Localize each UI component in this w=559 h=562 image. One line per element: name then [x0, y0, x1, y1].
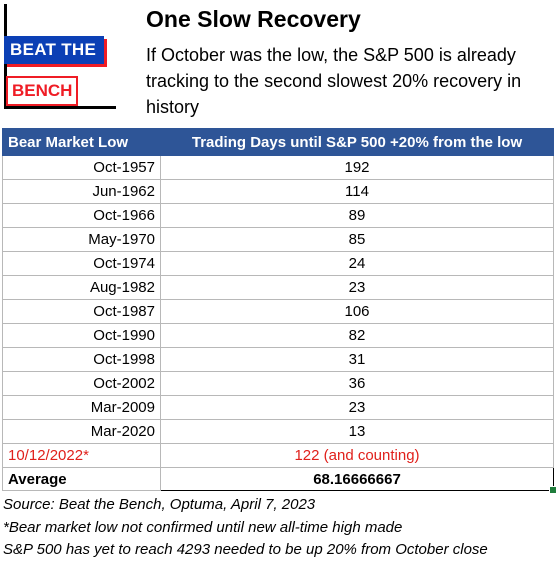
page-title: One Slow Recovery: [146, 6, 361, 32]
cell-low: Oct-2002: [2, 371, 161, 396]
footnote-target-level: S&P 500 has yet to reach 4293 needed to …: [3, 541, 488, 558]
column-header-trading-days: Trading Days until S&P 500 +20% from the…: [160, 128, 554, 156]
table-row: Oct-1987 106: [2, 299, 554, 324]
cell-days: 23: [160, 395, 554, 420]
cell-days: 31: [160, 347, 554, 372]
table-header-row: Bear Market Low Trading Days until S&P 5…: [2, 128, 554, 156]
source-note: Source: Beat the Bench, Optuma, April 7,…: [3, 496, 316, 513]
average-label: Average: [2, 467, 161, 491]
table-row: Mar-2020 13: [2, 419, 554, 444]
table-row: Jun-1962 114: [2, 179, 554, 204]
logo-bottom-text: BENCH: [6, 76, 79, 106]
cell-days: 114: [160, 179, 554, 204]
cell-days: 13: [160, 419, 554, 444]
cell-low: Oct-1998: [2, 347, 161, 372]
table-row: Oct-1990 82: [2, 323, 554, 348]
table-row: Aug-1982 23: [2, 275, 554, 300]
fill-handle[interactable]: [549, 486, 557, 494]
cell-days: 85: [160, 227, 554, 252]
cell-low: Mar-2009: [2, 395, 161, 420]
footnote-bear-market-low: *Bear market low not confirmed until new…: [3, 518, 403, 536]
cell-low: Aug-1982: [2, 275, 161, 300]
cell-low: May-1970: [2, 227, 161, 252]
cell-low: Jun-1962: [2, 179, 161, 204]
cell-low: Oct-1957: [2, 155, 161, 180]
table-row: May-1970 85: [2, 227, 554, 252]
cell-days: 89: [160, 203, 554, 228]
cell-days: 36: [160, 371, 554, 396]
table-row: Mar-2009 23: [2, 395, 554, 420]
cell-days: 23: [160, 275, 554, 300]
average-value: 68.16666667: [313, 470, 401, 488]
table-row: Oct-1957 192: [2, 155, 554, 180]
cell-days: 82: [160, 323, 554, 348]
beat-the-bench-logo: BEAT THE BENCH: [0, 0, 116, 120]
cell-days: 106: [160, 299, 554, 324]
cell-current-low: 10/12/2022*: [2, 443, 161, 468]
cell-low: Oct-1987: [2, 299, 161, 324]
page-subtitle: If October was the low, the S&P 500 is a…: [146, 45, 522, 117]
footnotes: Source: Beat the Bench, Optuma, April 7,…: [3, 494, 488, 562]
cell-days: 24: [160, 251, 554, 276]
cell-low: Oct-1966: [2, 203, 161, 228]
cell-low: Oct-1974: [2, 251, 161, 276]
table-row: Oct-2002 36: [2, 371, 554, 396]
cell-low: Oct-1990: [2, 323, 161, 348]
recovery-table: Bear Market Low Trading Days until S&P 5…: [2, 128, 557, 494]
current-bear-market-row: 10/12/2022* 122 (and counting): [2, 443, 554, 468]
logo-top-text: BEAT THE: [4, 36, 105, 64]
table-row: Oct-1966 89: [2, 203, 554, 228]
cell-current-days: 122 (and counting): [160, 443, 554, 468]
average-value-cell[interactable]: 68.16666667: [160, 467, 557, 494]
column-header-bear-market-low: Bear Market Low: [2, 128, 161, 156]
cell-low: Mar-2020: [2, 419, 161, 444]
average-row: Average 68.16666667: [2, 467, 557, 494]
cell-days: 192: [160, 155, 554, 180]
logo-frame-horizontal: [4, 106, 116, 109]
table-row: Oct-1998 31: [2, 347, 554, 372]
table-row: Oct-1974 24: [2, 251, 554, 276]
